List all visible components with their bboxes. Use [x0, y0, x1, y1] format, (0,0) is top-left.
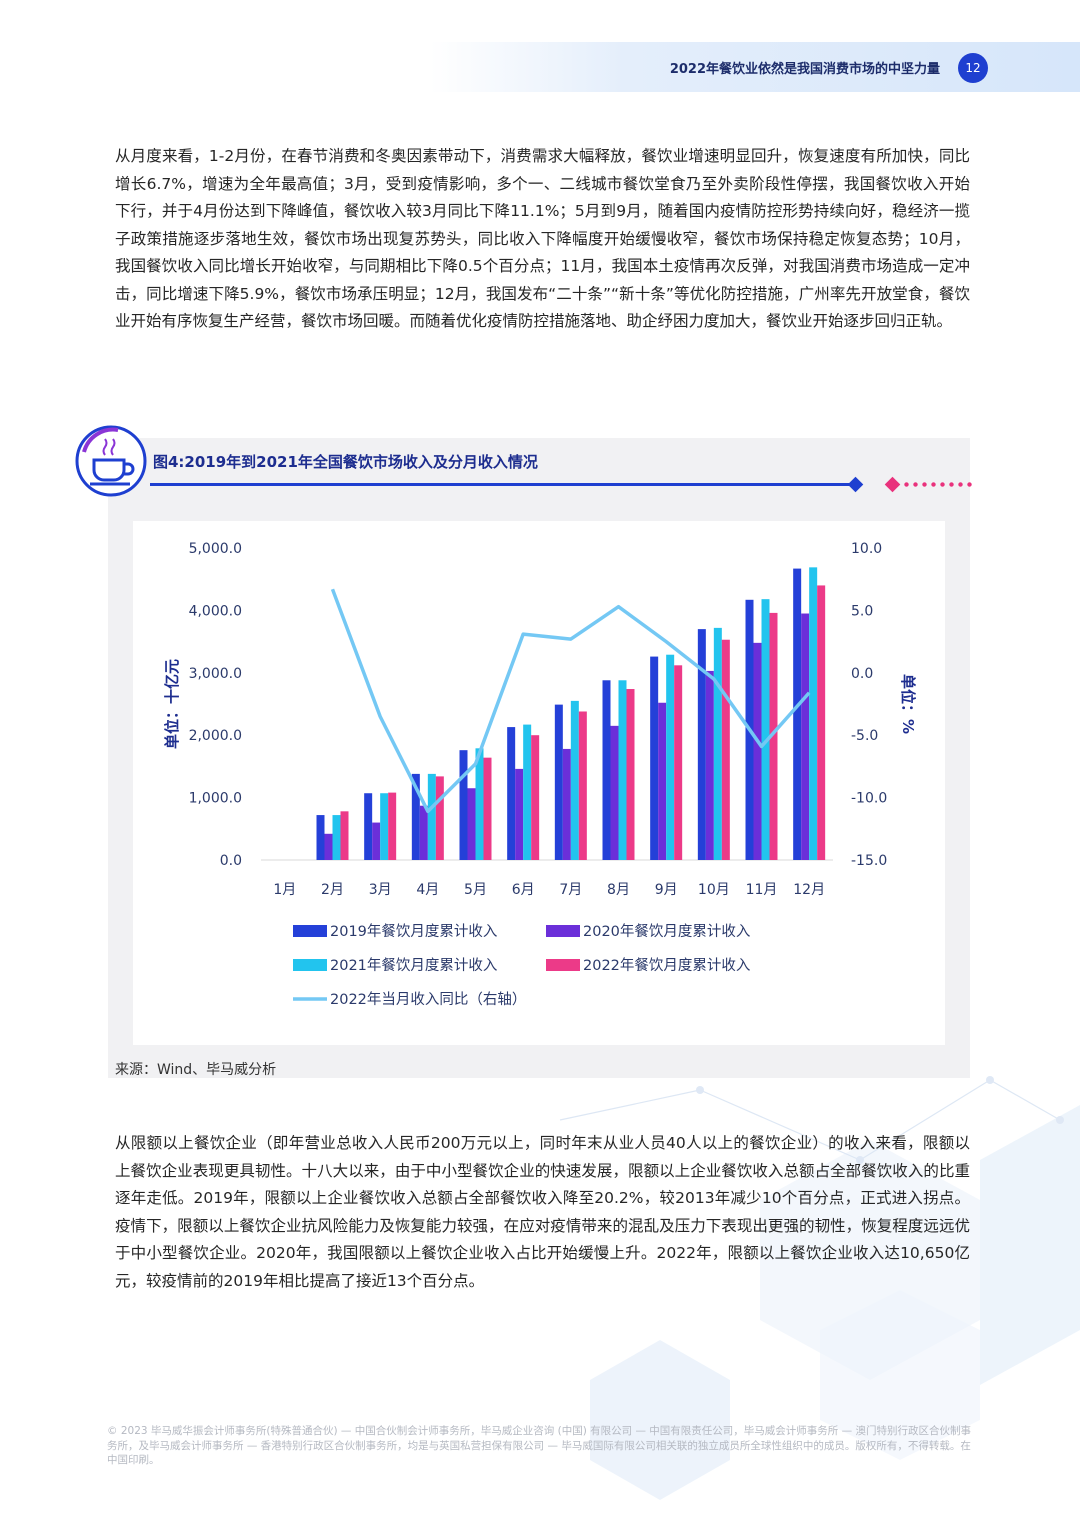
y-tick-label: 3,000.0 — [189, 666, 242, 682]
bar — [674, 665, 683, 860]
body-paragraph-monthly: 从月度来看，1-2月份，在春节消费和冬奥因素带动下，消费需求大幅释放，餐饮业增速… — [115, 147, 970, 330]
bar — [324, 833, 333, 860]
bar — [427, 773, 436, 860]
bar — [515, 768, 524, 860]
coffee-cup-icon — [75, 425, 147, 497]
legend-label: 2019年餐饮月度累计收入 — [330, 923, 497, 940]
yoy-line — [330, 588, 811, 814]
figure-source: 来源：Wind、毕马威分析 — [115, 1062, 277, 1078]
x-tick-label: 2月 — [321, 882, 344, 898]
bar — [753, 642, 762, 860]
y-tick-label: 5,000.0 — [189, 541, 242, 557]
x-tick-label: 12月 — [793, 882, 825, 898]
revenue-chart: 0.0 1,000.0 2,000.0 3,000.0 4,000.0 5,000.0 -1… — [163, 541, 917, 1008]
y-tick-label: 2,000.0 — [189, 728, 242, 744]
bar — [554, 704, 563, 860]
bar — [380, 793, 389, 860]
bar — [570, 700, 579, 860]
copyright-footer: © 2023 毕马威华振会计师事务所(特殊普通合伙) — 中国合伙制会计师事务所… — [107, 1425, 971, 1466]
x-tick-label: 5月 — [464, 882, 487, 898]
legend-label: 2021年餐饮月度累计收入 — [330, 957, 497, 974]
bar — [650, 656, 659, 860]
bar — [531, 735, 540, 860]
bar — [419, 805, 428, 860]
y2-tick-label: 0.0 — [851, 666, 873, 682]
bar — [467, 788, 476, 860]
bar — [713, 627, 722, 860]
legend-label: 2022年餐饮月度累计收入 — [583, 957, 750, 974]
bar — [658, 702, 667, 860]
bar — [705, 670, 714, 860]
bar — [507, 727, 516, 860]
figure-title: 图4:2019年到2021年全国餐饮市场收入及分月收入情况 — [153, 453, 538, 471]
bar — [697, 629, 706, 860]
figure-title-underline — [150, 483, 855, 486]
bar — [666, 654, 675, 860]
bar — [761, 599, 770, 860]
bar — [602, 680, 611, 860]
header-title: 2022年餐饮业依然是我国消费市场的中坚力量 — [669, 62, 940, 77]
y2-tick-label: 5.0 — [851, 603, 873, 619]
x-tick-label: 8月 — [607, 882, 630, 898]
y-tick-label: 1,000.0 — [189, 791, 242, 807]
bar — [340, 811, 349, 860]
bar — [483, 757, 492, 860]
bar — [721, 639, 730, 860]
bar — [769, 612, 778, 860]
bar — [372, 822, 381, 860]
bar — [793, 568, 802, 860]
legend-swatch — [546, 959, 580, 971]
bar — [388, 792, 397, 860]
legend-swatch — [293, 925, 327, 937]
bar — [626, 689, 635, 860]
page-number-badge: 12 — [958, 53, 988, 83]
bar — [435, 776, 444, 860]
x-tick-label: 3月 — [369, 882, 392, 898]
x-tick-label: 9月 — [655, 882, 678, 898]
bar — [562, 748, 571, 860]
y-tick-label: 4,000.0 — [189, 603, 242, 619]
legend-label: 2020年餐饮月度累计收入 — [583, 923, 750, 940]
bar — [618, 680, 627, 860]
pink-dotted-line — [902, 482, 972, 487]
legend-swatch — [293, 959, 327, 971]
bar — [817, 585, 826, 860]
y2-tick-label: 10.0 — [851, 541, 882, 557]
x-tick-label: 6月 — [512, 882, 535, 898]
bar — [459, 750, 468, 860]
x-tick-label: 10月 — [698, 882, 730, 898]
bar — [411, 773, 420, 860]
bar — [523, 724, 532, 860]
y-axis-title: 单位：十亿元 — [163, 659, 181, 749]
y2-tick-label: -15.0 — [851, 853, 887, 869]
x-tick-label: 1月 — [273, 882, 296, 898]
bar — [610, 725, 619, 860]
x-tick-label: 4月 — [416, 882, 439, 898]
legend-label: 2022年当月收入同比（右轴） — [330, 991, 526, 1008]
y2-axis-title: 单位：% — [899, 674, 917, 734]
y-tick-label: 0.0 — [220, 853, 242, 869]
bar — [809, 567, 818, 860]
x-tick-label: 11月 — [746, 882, 778, 898]
y2-tick-label: -10.0 — [851, 791, 887, 807]
bar — [475, 748, 484, 860]
bar — [801, 613, 810, 860]
body-paragraph-enterprises: 从限额以上餐饮企业（即年营业总收入人民币200万元以上，同时年末从业人员40人以… — [115, 1134, 970, 1290]
bar — [364, 793, 373, 860]
bar — [578, 711, 587, 860]
legend-swatch — [546, 925, 580, 937]
x-tick-label: 7月 — [559, 882, 582, 898]
bar — [316, 815, 325, 860]
bar — [332, 815, 341, 860]
y2-tick-label: -5.0 — [851, 728, 878, 744]
